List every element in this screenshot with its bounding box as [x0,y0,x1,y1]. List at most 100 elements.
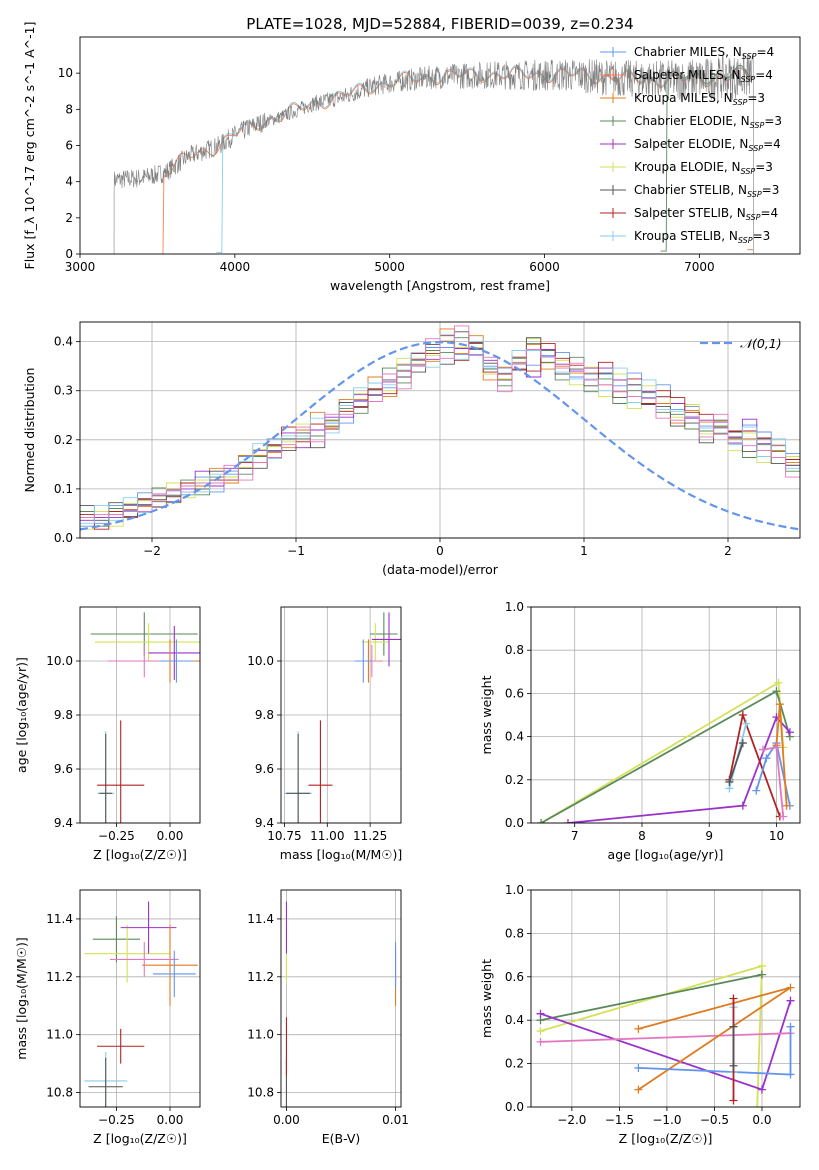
x-tick-label: 10 [769,829,784,843]
weight-marker [536,1009,545,1018]
weight-line [755,740,791,806]
weight-line [728,742,744,783]
y-tick-label: 1.0 [505,883,524,897]
y-tick-label: 11.4 [46,912,73,926]
y-tick-label: 10.0 [247,654,274,668]
y-tick-label: 0.8 [505,926,524,940]
plot-area-weight_vs_age [537,678,794,823]
x-axis-label: Z [log₁₀(Z/Z☉)] [93,1131,187,1146]
y-axis-label: age [log₁₀(age/yr)] [14,657,29,773]
axes-frame [79,36,801,255]
y-tick-label: 9.8 [255,708,274,722]
y-tick-label: 11.2 [247,970,274,984]
y-axis-label: mass weight [479,959,494,1038]
y-tick-label: 0.4 [505,1013,524,1027]
y-tick-label: 0.2 [505,1057,524,1071]
axes-frame [280,606,402,824]
x-tick-label: 4000 [220,260,251,274]
figure-title: PLATE=1028, MJD=52884, FIBERID=0039, z=0… [246,15,633,33]
legend-label: Kroupa MILES, NSSP=3 [634,91,765,107]
y-tick-label: 0.8 [505,643,524,657]
x-axis-label: age [log₁₀(age/yr)] [608,847,724,862]
weight-line [540,1032,791,1043]
x-tick-label: 7000 [684,260,715,274]
x-tick-label: −0.5 [700,1113,729,1127]
x-axis-label: Z [log₁₀(Z/Z☉)] [93,847,187,862]
legend-label: Chabrier STELIB, NSSP=3 [634,183,779,199]
x-tick-label: 0.00 [157,1113,184,1127]
plot-area-weight_vs_Z [536,961,795,1107]
x-tick-label: 10.75 [267,829,301,843]
x-tick-label: 9 [705,829,713,843]
y-tick-label: 2 [65,211,73,225]
y-tick-label: 10 [58,66,73,80]
weight-marker [782,801,791,810]
y-tick-label: 11.4 [247,912,274,926]
y-tick-label: 0.0 [505,816,524,830]
y-tick-label: 9.6 [54,762,73,776]
weight-marker [729,1022,738,1031]
weight-marker [786,996,795,1005]
weight-marker [757,1085,766,1094]
y-axis-label: Normed distribution [22,368,37,493]
x-tick-label: 7 [571,829,579,843]
y-tick-label: 0.0 [54,531,73,545]
x-tick-label: 5000 [374,260,405,274]
weight-marker [742,719,751,728]
weight-marker [779,812,788,821]
x-tick-label: −1 [287,544,305,558]
weight-marker [759,745,768,754]
y-tick-label: 10.0 [46,654,73,668]
axes-mass_vs_Z: −0.25 0.00 10.8 11.0 11.2 11.4 Z [log₁₀(Z/Z☉)]… [14,889,201,1146]
legend-normal: 𝒩(0,1) [700,336,782,351]
weight-marker [752,786,761,795]
x-tick-label: 11.25 [353,829,387,843]
weight-marker [729,1096,738,1105]
weight-marker [774,678,783,687]
y-tick-label: 10.8 [46,1086,73,1100]
weight-marker [772,687,781,696]
x-tick-label: −1.5 [605,1113,634,1127]
legend-label: Kroupa STELIB, NSSP=3 [634,229,770,245]
y-axis-label: Flux [f_λ 10^-17 erg cm^-2 s^-1 A^-1] [22,22,37,270]
y-tick-label: 11.2 [46,970,73,984]
plot-area-age_vs_Z [90,612,200,823]
y-tick-label: 11.0 [46,1028,73,1042]
weight-marker [634,1063,643,1072]
x-tick-label: −0.25 [98,1113,135,1127]
plot-area-residuals [80,325,800,531]
y-tick-label: 0.6 [505,686,524,700]
x-axis-label: (data-model)/error [382,562,499,577]
axes-spectrum: 3000 4000 5000 6000 7000 0 2 4 6 8 10 wavelength [A… [22,22,801,293]
x-tick-label: 2 [724,544,732,558]
y-tick-label: 0.6 [505,970,524,984]
weight-marker [729,994,738,1003]
x-tick-label: 0.00 [157,829,184,843]
weight-marker [757,961,766,970]
y-tick-label: 9.4 [255,816,274,830]
axes-mass_vs_EBV: 0.00 0.01 10.8 11.0 11.2 11.4 E(B-V) [247,889,409,1146]
x-tick-label: 8 [638,829,646,843]
weight-marker [536,1027,545,1036]
weight-line [540,1000,792,1091]
x-tick-label: 3000 [65,260,96,274]
y-tick-label: 4 [65,175,73,189]
axes-frame [280,889,402,1108]
x-tick-label: 6000 [529,260,560,274]
axes-frame [79,889,201,1108]
weight-marker [753,1103,762,1107]
y-tick-label: 8 [65,102,73,116]
legend: Chabrier MILES, NSSP=4 Salpeter MILES, NS… [600,45,782,245]
x-tick-label: −0.25 [98,829,135,843]
legend-label: Chabrier MILES, NSSP=4 [634,45,774,61]
y-axis-label: mass weight [479,675,494,754]
y-tick-label: 0 [65,247,73,261]
y-axis-label: mass [log₁₀(M/M☉)] [14,937,29,1059]
x-tick-label: 1 [580,544,588,558]
axes-frame [79,606,201,824]
y-tick-label: 11.0 [247,1028,274,1042]
plot-area-mass_vs_Z [84,901,198,1107]
weight-marker [634,1085,643,1094]
weight-marker [762,754,771,763]
plot-area-spectrum [113,52,754,254]
